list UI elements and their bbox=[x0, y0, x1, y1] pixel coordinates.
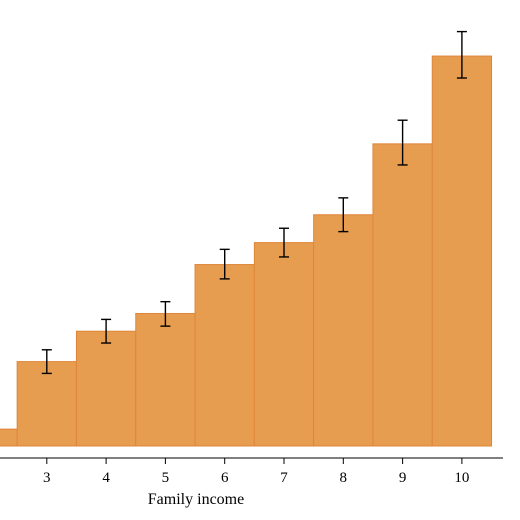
error-bar-7 bbox=[279, 227, 289, 258]
x-tick-label-5: 5 bbox=[162, 470, 170, 486]
bar-2 bbox=[0, 428, 18, 447]
x-axis-title: Family income bbox=[148, 491, 244, 508]
error-bar-8 bbox=[338, 197, 349, 233]
x-tick-label-6: 6 bbox=[221, 470, 229, 486]
bar-10 bbox=[431, 55, 493, 447]
error-bar-9 bbox=[397, 119, 408, 166]
x-tick-label-10: 10 bbox=[454, 470, 469, 486]
error-bar-3 bbox=[41, 349, 52, 375]
x-tick-label-4: 4 bbox=[102, 470, 110, 486]
x-tick-label-3: 3 bbox=[43, 470, 51, 486]
bar-4 bbox=[75, 330, 137, 447]
bar-3 bbox=[16, 361, 77, 447]
error-bar-10 bbox=[456, 30, 467, 79]
x-ticks-layer: 3 4 5 6 7 8 9 10 bbox=[43, 458, 469, 486]
bar-9 bbox=[372, 143, 433, 447]
error-bar-5 bbox=[160, 300, 171, 327]
bar-5 bbox=[135, 312, 196, 447]
bar-8 bbox=[313, 214, 374, 447]
error-bar-4 bbox=[101, 318, 112, 344]
error-bar-6 bbox=[219, 248, 230, 280]
bar-6 bbox=[194, 264, 255, 447]
x-tick-label-8: 8 bbox=[340, 470, 348, 486]
bars-layer bbox=[0, 55, 493, 447]
bar-7 bbox=[253, 242, 315, 447]
x-tick-label-7: 7 bbox=[280, 470, 288, 486]
error-bars-layer bbox=[41, 30, 467, 375]
x-tick-label-9: 9 bbox=[399, 470, 407, 486]
